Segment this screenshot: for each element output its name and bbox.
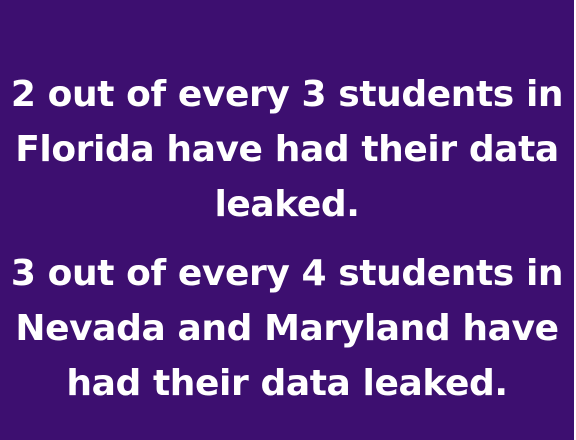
statement-florida: 2 out of every 3 students in Florida hav…	[10, 74, 564, 225]
statement-nevada-maryland: 3 out of every 4 students in Nevada and …	[10, 253, 564, 404]
